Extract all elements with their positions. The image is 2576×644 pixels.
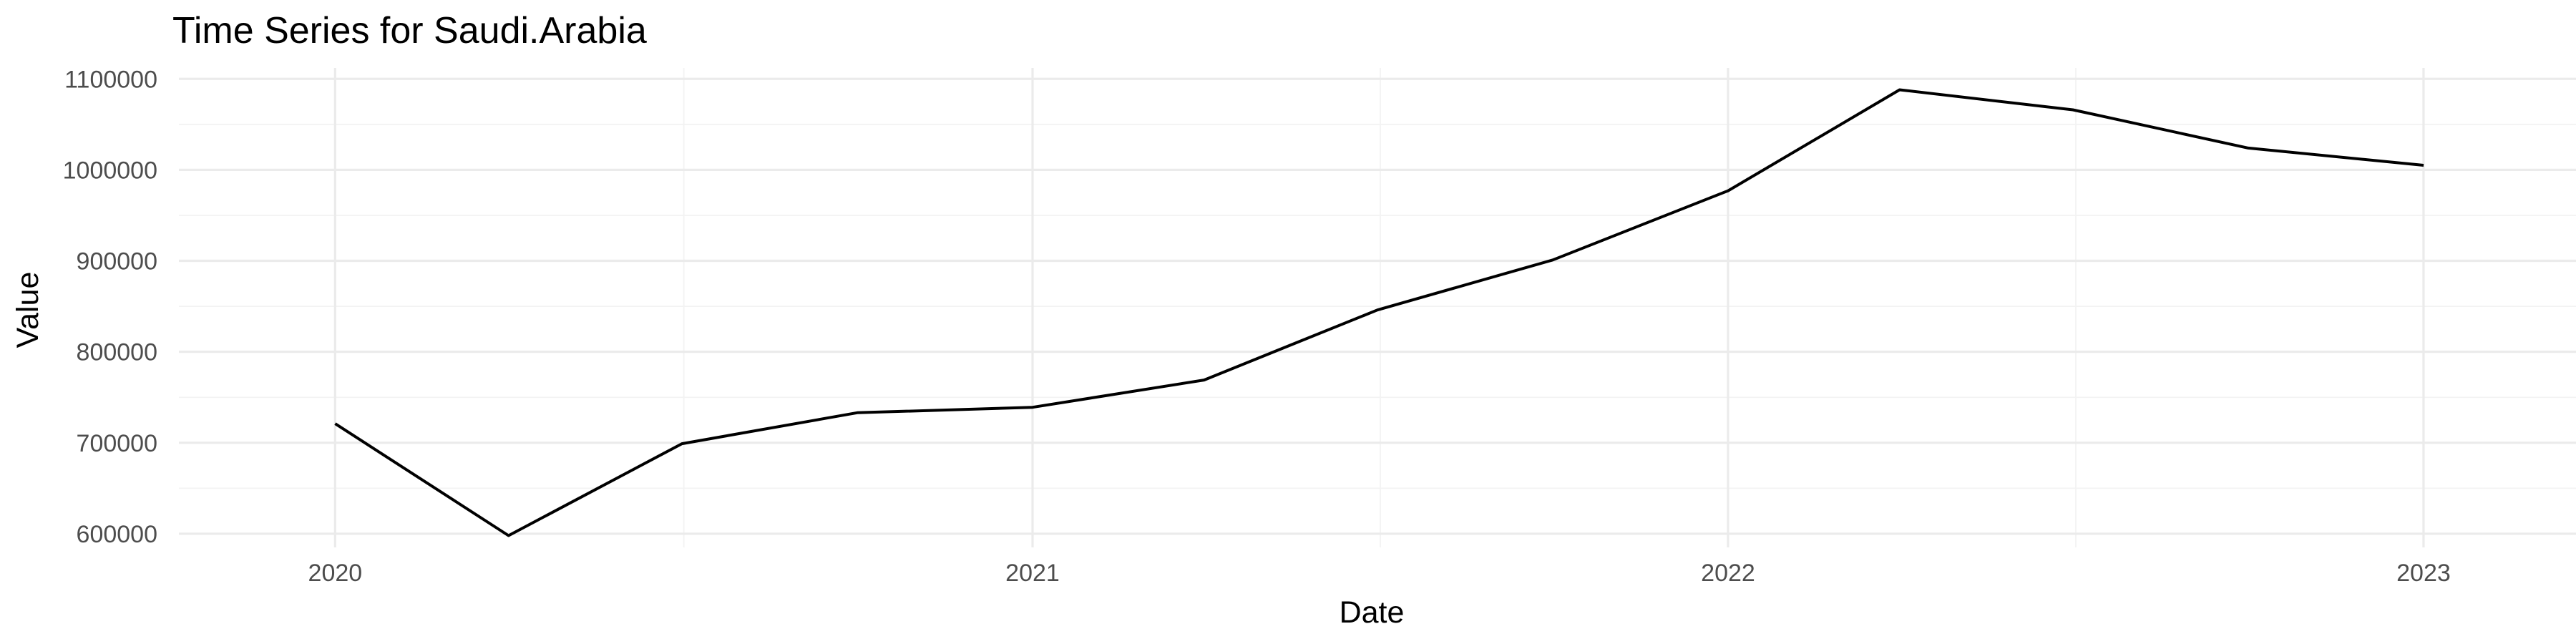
y-axis-tick-labels: 600000 700000 800000 900000 1000000 1100000 bbox=[63, 66, 157, 548]
major-gridlines bbox=[179, 68, 2576, 547]
x-tick-label: 2020 bbox=[308, 560, 363, 587]
x-axis-label: Date bbox=[1340, 595, 1405, 630]
y-tick-label: 1100000 bbox=[64, 66, 157, 93]
y-tick-label: 900000 bbox=[77, 248, 157, 275]
chart-title: Time Series for Saudi.Arabia bbox=[172, 10, 647, 52]
y-tick-label: 800000 bbox=[77, 339, 157, 366]
minor-gridlines bbox=[179, 68, 2576, 547]
x-tick-label: 2021 bbox=[1005, 560, 1060, 587]
y-tick-label: 600000 bbox=[77, 521, 157, 548]
x-tick-label: 2022 bbox=[1701, 560, 1755, 587]
y-tick-label: 700000 bbox=[77, 430, 157, 457]
x-tick-label: 2023 bbox=[2396, 560, 2451, 587]
y-axis-label: Value bbox=[11, 272, 45, 348]
series-layer bbox=[334, 88, 2424, 537]
y-tick-label: 1000000 bbox=[63, 157, 157, 184]
x-axis-tick-labels: 2020 2021 2022 2023 bbox=[308, 560, 2451, 587]
series-line bbox=[334, 88, 2424, 537]
